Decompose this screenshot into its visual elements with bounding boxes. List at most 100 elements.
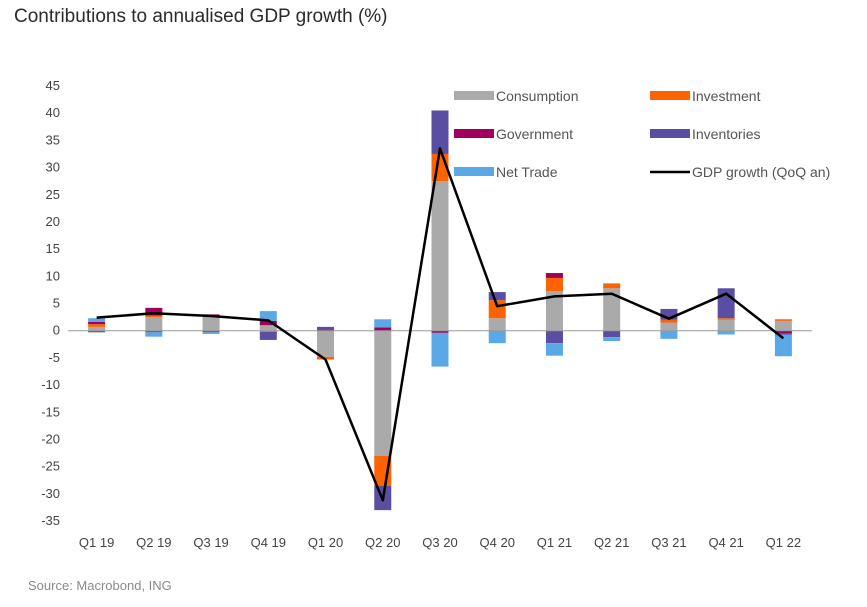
bar-segment xyxy=(431,330,449,333)
bar-segment xyxy=(317,326,335,330)
y-tick-label: -5 xyxy=(48,350,60,365)
y-tick-label: -30 xyxy=(41,486,60,501)
bar-segment xyxy=(145,330,163,333)
bar-segment xyxy=(259,320,277,326)
bar-segment xyxy=(145,315,163,318)
bar-segment xyxy=(374,327,392,331)
legend-label: Consumption xyxy=(496,88,579,104)
bar-segment xyxy=(603,283,621,289)
y-tick-label: -20 xyxy=(41,431,60,446)
x-tick-label: Q4 20 xyxy=(480,535,515,550)
bar-segment xyxy=(259,330,277,332)
y-tick-label: 25 xyxy=(46,187,60,202)
bar-segment xyxy=(88,318,106,322)
bar-segment xyxy=(660,308,678,320)
bar-segment xyxy=(545,343,563,356)
bar-segment xyxy=(88,330,106,333)
legend: Consumption Investment Government Inventori… xyxy=(454,88,830,180)
bar-segment xyxy=(202,332,220,334)
bars xyxy=(88,110,792,511)
y-tick-label: 5 xyxy=(53,296,60,311)
bar-segment xyxy=(603,337,621,342)
chart-title: Contributions to annualised GDP growth (… xyxy=(14,6,388,27)
bar-segment xyxy=(431,110,449,154)
legend-swatch xyxy=(454,91,494,100)
x-tick-label: Q1 19 xyxy=(79,535,114,550)
legend-label: Government xyxy=(496,126,573,142)
bar-segment xyxy=(259,325,277,331)
y-tick-label: 0 xyxy=(53,323,60,338)
bar-segment xyxy=(88,324,106,327)
bar-segment xyxy=(717,330,735,335)
legend-swatch xyxy=(650,91,690,100)
bar-segment xyxy=(774,333,792,335)
x-tick-label: Q1 21 xyxy=(537,535,572,550)
bar-segment xyxy=(717,318,735,320)
bar-segment xyxy=(488,318,506,331)
bar-segment xyxy=(774,319,792,321)
y-tick-label: -35 xyxy=(41,513,60,528)
x-tick-label: Q3 20 xyxy=(422,535,457,550)
y-tick-label: -25 xyxy=(41,459,60,474)
bar-segment xyxy=(88,326,106,331)
bar-segment xyxy=(660,330,678,339)
y-tick-label: 35 xyxy=(46,132,60,147)
bar-segment xyxy=(317,330,335,357)
x-tick-label: Q3 21 xyxy=(651,535,686,550)
x-tick-label: Q2 19 xyxy=(136,535,171,550)
gdp-line xyxy=(96,147,785,502)
y-tick-label: 40 xyxy=(46,105,60,120)
bar-segment xyxy=(431,181,449,331)
bar-segment xyxy=(145,317,163,331)
bar-segment xyxy=(545,330,563,344)
bar-segment xyxy=(717,319,735,331)
bar-segment xyxy=(202,317,220,331)
y-tick-label: -15 xyxy=(41,404,60,419)
bar-segment xyxy=(488,292,506,301)
legend-label: Net Trade xyxy=(496,164,558,180)
y-tick-label: 15 xyxy=(46,241,60,256)
bar-segment xyxy=(374,319,392,328)
x-tick-label: Q2 21 xyxy=(594,535,629,550)
bar-segment xyxy=(774,334,792,357)
x-tick-label: Q3 19 xyxy=(193,535,228,550)
bar-segment xyxy=(603,288,621,331)
y-tick-label: -10 xyxy=(41,377,60,392)
bar-segment xyxy=(660,319,678,323)
bar-segment xyxy=(202,330,220,333)
bar-segment xyxy=(545,290,563,331)
bar-segment xyxy=(145,307,163,316)
x-tick-label: Q4 19 xyxy=(251,535,286,550)
legend-swatch xyxy=(650,129,690,138)
x-tick-label: Q4 21 xyxy=(708,535,743,550)
legend-swatch xyxy=(454,129,494,138)
y-tick-label: 30 xyxy=(46,160,60,175)
y-tick-label: 45 xyxy=(46,78,60,93)
bar-segment xyxy=(145,332,163,337)
x-axis: Q1 19 Q2 19 Q3 19 Q4 19 Q1 20 Q2 20 Q3 20 Q4 20… xyxy=(79,535,801,550)
gdp-growth-line xyxy=(96,147,785,502)
bar-segment xyxy=(317,329,335,331)
bar-segment xyxy=(88,321,106,325)
bar-segment xyxy=(603,330,621,338)
bar-segment xyxy=(488,330,506,344)
bar-segment xyxy=(431,332,449,367)
y-axis: 45 40 35 30 25 20 15 10 5 0 -5 -10 -15 -20 -25 -30 -35 xyxy=(41,78,60,528)
bar-segment xyxy=(774,320,792,331)
legend-label: GDP growth (QoQ an) xyxy=(692,164,830,180)
x-tick-label: Q1 20 xyxy=(308,535,343,550)
source-note: Source: Macrobond, ING xyxy=(28,578,172,593)
bar-segment xyxy=(259,311,277,321)
bar-segment xyxy=(774,330,792,334)
bar-segment xyxy=(545,277,563,291)
x-tick-label: Q2 20 xyxy=(365,535,400,550)
bar-segment xyxy=(545,273,563,278)
legend-label: Inventories xyxy=(692,126,760,142)
bar-segment xyxy=(660,322,678,331)
y-tick-label: 10 xyxy=(46,268,60,283)
bar-segment xyxy=(374,330,392,456)
x-tick-label: Q1 22 xyxy=(766,535,801,550)
legend-swatch xyxy=(454,167,494,176)
legend-label: Investment xyxy=(692,88,761,104)
